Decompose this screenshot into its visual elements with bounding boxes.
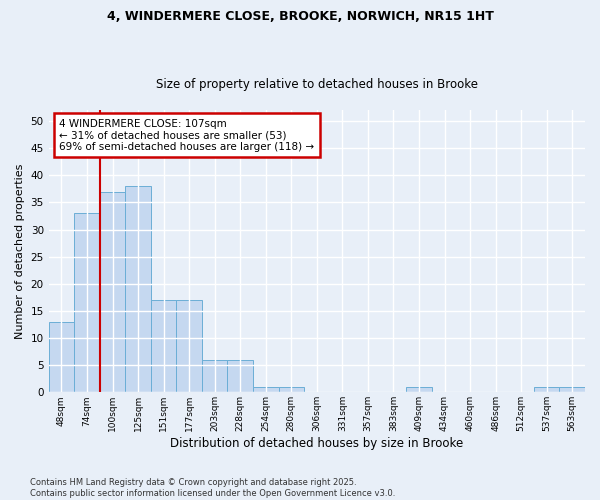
Title: Size of property relative to detached houses in Brooke: Size of property relative to detached ho… <box>156 78 478 91</box>
Y-axis label: Number of detached properties: Number of detached properties <box>15 164 25 339</box>
Bar <box>100 192 125 392</box>
Bar <box>534 387 559 392</box>
Bar <box>278 387 304 392</box>
Bar <box>227 360 253 392</box>
Bar <box>74 214 100 392</box>
Bar <box>125 186 151 392</box>
Text: Contains HM Land Registry data © Crown copyright and database right 2025.
Contai: Contains HM Land Registry data © Crown c… <box>30 478 395 498</box>
Text: 4 WINDERMERE CLOSE: 107sqm
← 31% of detached houses are smaller (53)
69% of semi: 4 WINDERMERE CLOSE: 107sqm ← 31% of deta… <box>59 118 314 152</box>
Bar <box>49 322 74 392</box>
Bar <box>406 387 432 392</box>
Bar <box>176 300 202 392</box>
Bar <box>151 300 176 392</box>
X-axis label: Distribution of detached houses by size in Brooke: Distribution of detached houses by size … <box>170 437 463 450</box>
Bar <box>559 387 585 392</box>
Bar <box>202 360 227 392</box>
Text: 4, WINDERMERE CLOSE, BROOKE, NORWICH, NR15 1HT: 4, WINDERMERE CLOSE, BROOKE, NORWICH, NR… <box>107 10 493 23</box>
Bar <box>253 387 278 392</box>
